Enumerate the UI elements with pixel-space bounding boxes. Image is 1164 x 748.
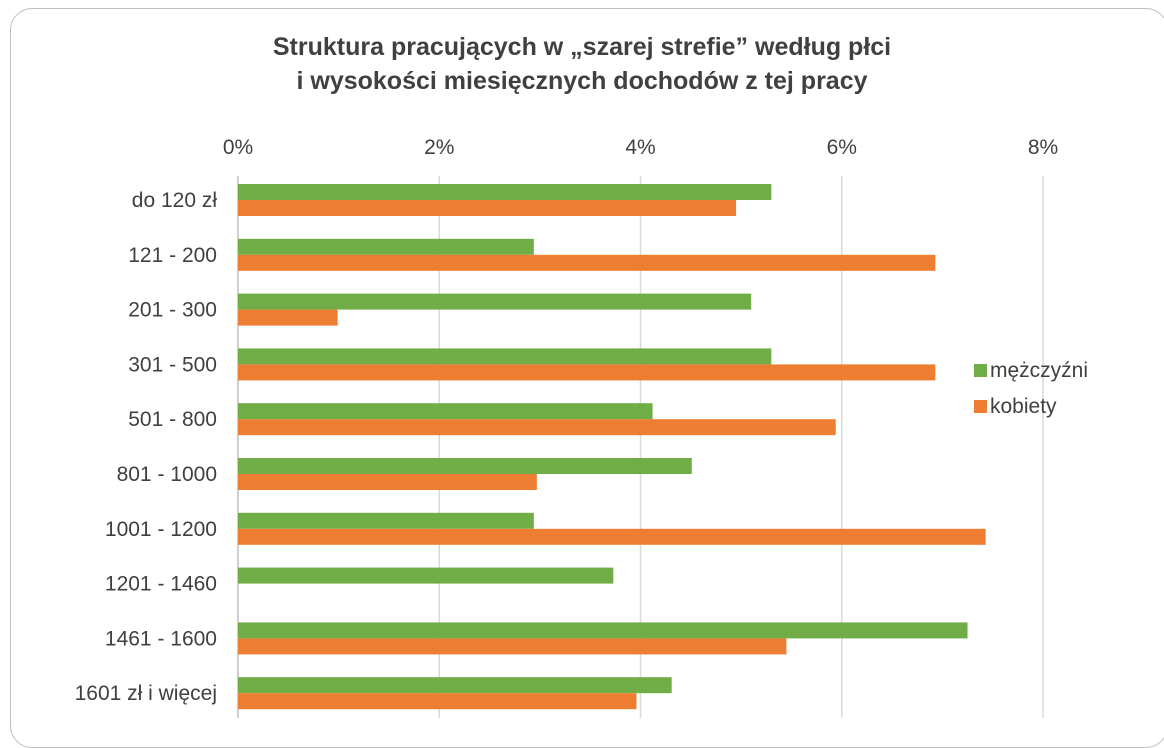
bars <box>238 184 986 710</box>
category-label: do 120 zł <box>132 189 218 212</box>
x-tick-label: 6% <box>827 136 857 159</box>
bar-men-1 <box>238 238 534 255</box>
legend-label-women: kobiety <box>990 395 1057 418</box>
bar-women-4 <box>238 419 836 436</box>
chart-title-line-1: Struktura pracujących w „szarej strefie”… <box>272 33 892 61</box>
chart-title-line-2: i wysokości miesięcznych dochodów z tej … <box>296 67 868 95</box>
chart-title: Struktura pracujących w „szarej strefie”… <box>0 30 1164 98</box>
bar-men-2 <box>238 293 752 310</box>
bar-men-3 <box>238 348 772 365</box>
bar-men-0 <box>238 184 772 200</box>
category-label: 801 - 1000 <box>117 463 217 486</box>
legend-swatch-women <box>974 400 987 413</box>
legend: mężczyźni kobiety <box>974 359 1088 418</box>
category-label: 301 - 500 <box>128 353 217 376</box>
category-label: 501 - 800 <box>128 408 217 431</box>
category-label: 201 - 300 <box>128 299 217 322</box>
category-label: 1001 - 1200 <box>105 518 217 541</box>
x-tick-label: 8% <box>1028 136 1058 159</box>
bar-men-9 <box>238 677 672 694</box>
bar-women-1 <box>238 254 936 271</box>
bar-men-7 <box>238 567 614 584</box>
bar-women-5 <box>238 474 537 490</box>
bar-men-4 <box>238 403 653 420</box>
category-label: 1601 zł i więcej <box>75 682 217 705</box>
x-tick-label: 4% <box>625 136 655 159</box>
category-label: 1201 - 1460 <box>105 573 217 596</box>
legend-swatch-men <box>974 364 987 377</box>
bar-women-0 <box>238 200 737 216</box>
x-axis-tick-labels: 0% 2% 4% 6% 8% <box>223 136 1058 159</box>
bar-men-6 <box>238 512 534 529</box>
category-label: 121 - 200 <box>128 244 217 267</box>
bar-women-8 <box>238 638 787 655</box>
bar-women-6 <box>238 528 986 545</box>
legend-label-men: mężczyźni <box>990 359 1088 382</box>
category-label: 1461 - 1600 <box>105 627 217 650</box>
x-tick-label: 2% <box>424 136 454 159</box>
bar-men-8 <box>238 622 968 639</box>
bar-women-2 <box>238 309 338 326</box>
bar-men-5 <box>238 458 692 474</box>
bar-women-9 <box>238 693 637 710</box>
bar-chart: 0% 2% 4% 6% 8% do 120 zł 121 - 200 201 - 300 30… <box>75 136 1088 718</box>
bar-women-3 <box>238 364 936 381</box>
y-axis-category-labels: do 120 zł 121 - 200 201 - 300 301 - 500 501 … <box>75 189 218 705</box>
x-tick-label: 0% <box>223 136 253 159</box>
